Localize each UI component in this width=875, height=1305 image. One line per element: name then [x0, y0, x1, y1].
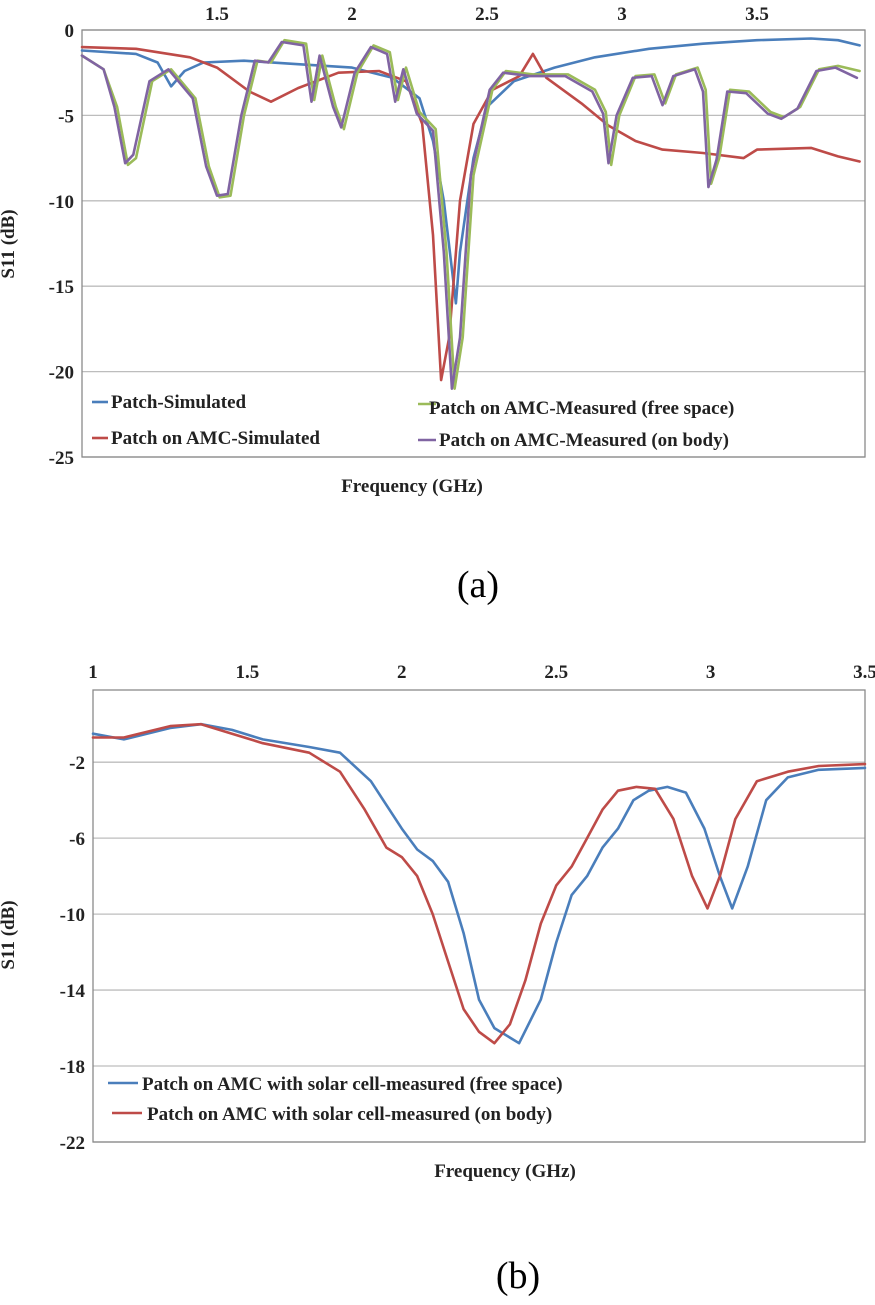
chart-a-legend: Patch-Simulated Patch on AMC-Simulated P…: [92, 392, 734, 451]
chart-b-y-ticks: -2 -6 -10 -14 -18 -22: [60, 753, 86, 1154]
legend-label-amc-measured-free-space: Patch on AMC-Measured (free space): [429, 398, 734, 419]
chart-b-x-ticks: 1 1.5 2 2.5 3 3.5: [88, 662, 875, 683]
legend-entry-solar-free-space: Patch on AMC with solar cell-measured (f…: [108, 1074, 563, 1095]
chart-b-x-tick-1: 1: [88, 662, 98, 683]
chart-b-y-tick-10: -10: [60, 905, 85, 926]
chart-a-y-tick-5: -5: [58, 106, 74, 127]
chart-a-caption: (a): [457, 564, 499, 606]
chart-a-x-tick-3-5: 3.5: [745, 4, 769, 25]
chart-a-y-ticks: 0 -5 -10 -15 -20 -25: [49, 21, 74, 469]
chart-a-x-tick-3: 3: [617, 4, 627, 25]
chart-a-x-axis-title: Frequency (GHz): [341, 476, 483, 497]
chart-b: 1 1.5 2 2.5 3 3.5 -2 -6 -10 -14 -18 -22 Patch on A…: [0, 662, 875, 1297]
chart-a: 1.5 2 2.5 3 3.5 0 -5 -10 -15 -20 -25 Patch-Simula…: [0, 4, 866, 606]
chart-b-y-axis-title: S11 (dB): [0, 900, 19, 969]
chart-a-x-ticks: 1.5 2 2.5 3 3.5: [205, 4, 769, 25]
legend-entry-solar-on-body: Patch on AMC with solar cell-measured (o…: [112, 1104, 552, 1125]
chart-a-y-tick-0: 0: [65, 21, 75, 42]
chart-b-x-tick-2: 2: [397, 662, 407, 683]
chart-b-y-tick-14: -14: [60, 981, 86, 1002]
chart-b-legend: Patch on AMC with solar cell-measured (f…: [108, 1074, 563, 1125]
chart-a-y-tick-15: -15: [49, 277, 74, 298]
chart-b-x-axis-title: Frequency (GHz): [434, 1161, 576, 1182]
chart-b-x-tick-3: 3: [706, 662, 716, 683]
legend-label-amc-simulated: Patch on AMC-Simulated: [111, 428, 320, 449]
chart-a-y-tick-10: -10: [49, 192, 74, 213]
chart-b-caption: (b): [496, 1255, 540, 1297]
legend-entry-patch-simulated: Patch-Simulated: [92, 392, 247, 413]
chart-b-x-tick-3-5: 3.5: [853, 662, 875, 683]
chart-b-y-tick-2: -2: [69, 753, 85, 774]
chart-b-x-tick-2-5: 2.5: [544, 662, 568, 683]
series-line-patch-on-amc-measured-free-space: [80, 38, 861, 390]
legend-label-amc-measured-on-body: Patch on AMC-Measured (on body): [439, 430, 729, 451]
chart-a-x-tick-2: 2: [347, 4, 357, 25]
chart-a-y-axis-title: S11 (dB): [0, 209, 19, 278]
chart-b-y-tick-6: -6: [69, 829, 85, 850]
chart-a-y-tick-20: -20: [49, 363, 74, 384]
legend-label-patch-simulated: Patch-Simulated: [111, 392, 247, 413]
legend-label-solar-on-body: Patch on AMC with solar cell-measured (o…: [147, 1104, 552, 1125]
chart-b-plot-frame: [92, 689, 866, 1143]
series-line-patch-on-amc-with-solar-cell-measured-free-space: [91, 722, 867, 1045]
chart-a-x-tick-2-5: 2.5: [475, 4, 499, 25]
legend-entry-amc-measured-on-body: Patch on AMC-Measured (on body): [418, 430, 729, 451]
series-line-patch-on-amc-with-solar-cell-measured-on-body: [91, 722, 867, 1045]
chart-b-series: [91, 722, 867, 1045]
chart-b-x-tick-1-5: 1.5: [236, 662, 260, 683]
legend-entry-amc-simulated: Patch on AMC-Simulated: [92, 428, 320, 449]
legend-entry-amc-measured-free-space: Patch on AMC-Measured (free space): [418, 398, 734, 419]
series-line-patch-on-amc-measured-on-body: [80, 40, 859, 390]
chart-a-plot-frame: [81, 29, 866, 458]
chart-a-y-tick-25: -25: [49, 448, 74, 469]
chart-b-y-tick-22: -22: [60, 1133, 85, 1154]
chart-b-y-tick-18: -18: [60, 1057, 85, 1078]
series-line-patch-simulated: [80, 37, 861, 305]
legend-label-solar-free-space: Patch on AMC with solar cell-measured (f…: [142, 1074, 563, 1095]
chart-a-x-tick-1-5: 1.5: [205, 4, 229, 25]
chart-a-series: [80, 37, 861, 390]
